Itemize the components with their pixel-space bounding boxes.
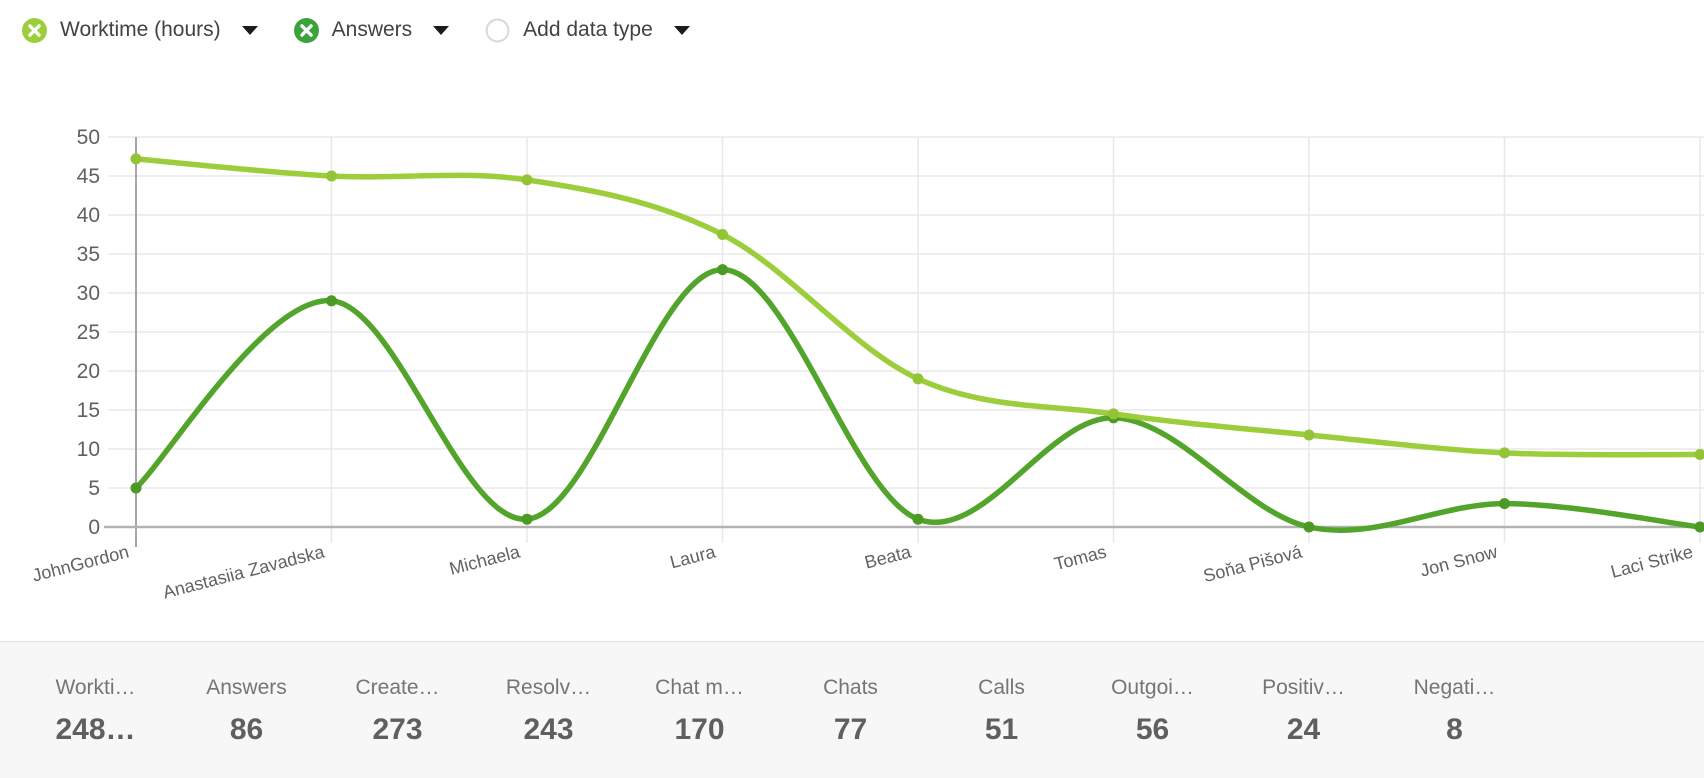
svg-text:35: 35 (77, 243, 100, 266)
svg-text:30: 30 (77, 282, 100, 305)
stat-value: 51 (984, 713, 1019, 746)
svg-text:20: 20 (77, 360, 100, 383)
svg-text:Laci Strike: Laci Strike (1609, 542, 1695, 582)
data-point-marker (1694, 448, 1704, 460)
svg-text:Laura: Laura (668, 541, 719, 572)
stat-value: 77 (833, 713, 868, 746)
data-point-marker (130, 482, 142, 494)
stat-item: Outgoi… 56 (1077, 676, 1228, 747)
stat-value: 273 (372, 713, 423, 746)
series-line-answers (133, 266, 1703, 533)
stat-label: Chat m… (655, 676, 744, 699)
stat-value: 8 (1446, 713, 1463, 746)
stat-value: 56 (1135, 713, 1170, 746)
gridlines (108, 136, 1704, 543)
series-chip-worktime[interactable]: Worktime (hours) (22, 17, 258, 43)
data-point-marker (1694, 521, 1704, 533)
stat-item: Chats 77 (775, 676, 926, 747)
svg-text:Anastasiia Zavadska: Anastasiia Zavadska (161, 541, 328, 602)
series-chip-answers[interactable]: Answers (293, 17, 450, 43)
stat-value: 86 (229, 713, 264, 746)
svg-text:Michaela: Michaela (447, 541, 523, 579)
data-point-marker (326, 170, 337, 182)
stat-label: Chats (823, 676, 878, 699)
svg-text:25: 25 (77, 321, 100, 344)
stat-label: Calls (978, 676, 1025, 699)
stat-label: Negati… (1413, 676, 1496, 699)
stat-item: Calls 51 (926, 676, 1077, 747)
data-point-marker (1303, 521, 1315, 533)
svg-text:40: 40 (77, 204, 100, 227)
data-point-marker (912, 513, 924, 525)
svg-text:Soňa Pišová: Soňa Pišová (1201, 541, 1305, 586)
series-chip-label: Answers (331, 18, 413, 41)
stat-label: Resolv… (505, 676, 592, 699)
stat-item: Create… 273 (322, 676, 473, 747)
svg-text:15: 15 (77, 399, 100, 422)
data-point-marker (130, 153, 142, 165)
chevron-down-icon[interactable] (673, 25, 690, 35)
svg-text:10: 10 (77, 438, 100, 461)
stats-panel: Workti… 248… Answers 86 Create… 273 Resolv… 243… (0, 641, 1704, 778)
chart-series-toolbar: Worktime (hours) Answers Add data type (0, 0, 1704, 60)
add-data-type-chip[interactable]: Add data type (485, 18, 690, 43)
svg-text:0: 0 (88, 516, 100, 539)
svg-text:Jon Snow: Jon Snow (1418, 541, 1501, 580)
stat-value: 24 (1286, 713, 1321, 746)
stat-label: Outgoi… (1111, 676, 1194, 699)
stat-item: Workti… 248… (20, 676, 171, 747)
line-chart-canvas: 0 5 10 15 20 25 30 35 40 45 50 JohnGordon Anastasiia… (30, 126, 1704, 602)
data-point-marker (717, 264, 728, 276)
data-point-marker (1499, 498, 1510, 510)
stat-label: Positiv… (1262, 676, 1345, 699)
stat-label: Answers (206, 676, 287, 699)
stat-item: Positiv… 24 (1228, 676, 1379, 747)
stat-item: Negati… 8 (1379, 676, 1530, 747)
data-point-marker (1108, 408, 1119, 420)
stat-value: 170 (674, 713, 725, 746)
stat-item: Resolv… 243 (473, 676, 624, 747)
stat-item: Answers 86 (171, 676, 322, 747)
x-axis-labels: JohnGordon Anastasiia Zavadska Michaela Lau… (30, 541, 1695, 602)
data-point-marker (912, 373, 924, 385)
svg-text:5: 5 (88, 477, 100, 500)
series-answers (130, 264, 1704, 533)
data-point-marker (521, 174, 533, 186)
stat-label: Create… (355, 676, 440, 699)
data-point-marker (521, 513, 533, 525)
svg-text:50: 50 (77, 126, 100, 149)
svg-text:Beata: Beata (862, 541, 914, 572)
stat-value: 243 (523, 713, 574, 746)
svg-text:Tomas: Tomas (1052, 542, 1108, 575)
stat-item: Chat m… 170 (624, 676, 775, 747)
chevron-down-icon[interactable] (433, 25, 450, 35)
data-point-marker (717, 229, 728, 240)
line-chart: 0 5 10 15 20 25 30 35 40 45 50 JohnGordon Anastasiia… (0, 60, 1704, 641)
empty-circle-icon[interactable] (485, 18, 510, 43)
remove-series-icon[interactable] (22, 17, 47, 43)
stat-value: 248… (55, 713, 136, 746)
remove-series-icon[interactable] (293, 17, 319, 43)
data-point-marker (1499, 447, 1510, 459)
stat-label: Workti… (55, 676, 136, 699)
series-chip-label: Worktime (hours) (60, 18, 221, 41)
data-point-marker (326, 295, 337, 307)
series-worktime-hours (130, 153, 1704, 460)
data-point-marker (1303, 429, 1315, 441)
svg-text:JohnGordon: JohnGordon (30, 542, 131, 586)
add-data-type-label: Add data type (523, 18, 653, 41)
chevron-down-icon[interactable] (241, 25, 258, 35)
y-axis-labels: 0 5 10 15 20 25 30 35 40 45 50 (77, 126, 100, 539)
svg-text:45: 45 (77, 165, 100, 188)
